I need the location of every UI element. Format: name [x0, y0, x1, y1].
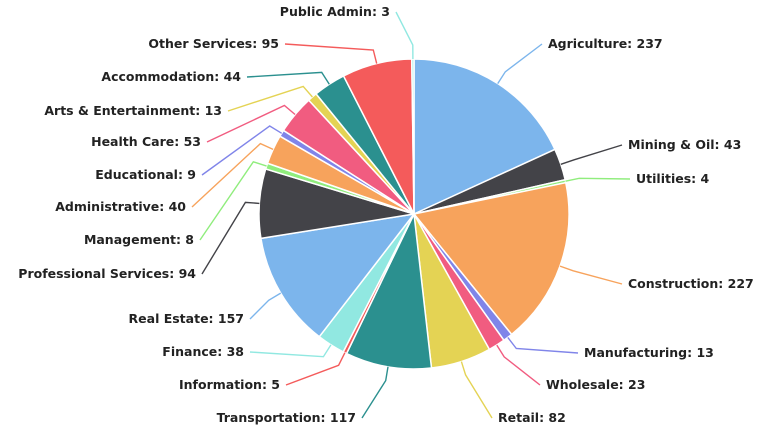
slice-real-estate[interactable] [260, 212, 416, 338]
leader-wholesale [496, 344, 541, 386]
data-label-finance: Finance: 38 [162, 344, 244, 359]
pie-slices [258, 58, 570, 370]
leader-management [199, 160, 267, 241]
slice-construction[interactable] [412, 181, 570, 336]
leader-professional-services [201, 201, 260, 275]
leader-real-estate [249, 292, 282, 320]
data-label-public-admin: Public Admin: 3 [280, 4, 390, 19]
data-label-management: Management: 8 [84, 232, 194, 247]
leader-health-care [206, 104, 296, 143]
leader-mining-and-oil [560, 144, 623, 165]
data-label-construction: Construction: 227 [628, 276, 754, 291]
leader-public-admin [395, 11, 414, 60]
leader-retail [460, 361, 493, 419]
leader-information [285, 352, 346, 386]
data-label-wholesale: Wholesale: 23 [546, 377, 645, 392]
leader-lines [191, 11, 631, 419]
slice-public-admin[interactable] [410, 58, 415, 215]
leader-educational [201, 125, 283, 176]
data-label-other-services: Other Services: 95 [148, 36, 279, 51]
data-label-transportation: Transportation: 117 [217, 410, 356, 425]
data-label-mining-and-oil: Mining & Oil: 43 [628, 137, 741, 152]
leader-finance [249, 344, 332, 358]
leader-utilities [565, 177, 631, 182]
data-label-utilities: Utilities: 4 [636, 171, 710, 186]
leader-construction [559, 265, 623, 285]
data-label-accommodation: Accommodation: 44 [101, 69, 241, 84]
data-labels: Agriculture: 237 Mining & Oil: 43 Utilitie… [18, 4, 753, 425]
leader-manufacturing [507, 336, 579, 354]
data-label-professional-services: Professional Services: 94 [18, 266, 196, 281]
data-label-retail: Retail: 82 [498, 410, 566, 425]
data-label-real-estate: Real Estate: 157 [129, 311, 244, 326]
data-label-manufacturing: Manufacturing: 13 [584, 345, 714, 360]
leader-administrative [191, 142, 274, 208]
data-label-administrative: Administrative: 40 [55, 199, 186, 214]
data-label-arts-and-entertainment: Arts & Entertainment: 13 [44, 103, 222, 118]
leader-other-services [284, 43, 378, 64]
leader-agriculture [497, 43, 543, 84]
leader-transportation [361, 366, 389, 419]
data-label-educational: Educational: 9 [95, 167, 196, 182]
slice-transportation[interactable] [345, 211, 433, 370]
data-label-agriculture: Agriculture: 237 [548, 36, 663, 51]
data-label-information: Information: 5 [179, 377, 280, 392]
leader-arts-and-entertainment [227, 85, 313, 112]
data-label-health-care: Health Care: 53 [91, 134, 201, 149]
leader-accommodation [246, 71, 330, 85]
